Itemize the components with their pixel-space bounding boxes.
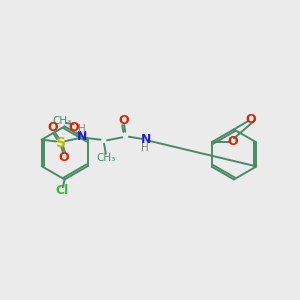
Text: N: N (141, 134, 152, 146)
Text: O: O (246, 112, 256, 126)
Text: O: O (68, 122, 79, 134)
Text: O: O (119, 114, 129, 127)
Text: N: N (77, 130, 87, 143)
Text: H: H (141, 142, 148, 153)
Text: O: O (227, 135, 238, 148)
Text: CH₃: CH₃ (52, 116, 71, 126)
Text: H: H (78, 124, 86, 134)
Text: O: O (58, 151, 69, 164)
Text: O: O (47, 122, 58, 134)
Text: CH₃: CH₃ (97, 153, 116, 163)
Text: Cl: Cl (56, 184, 69, 197)
Text: S: S (56, 136, 66, 150)
